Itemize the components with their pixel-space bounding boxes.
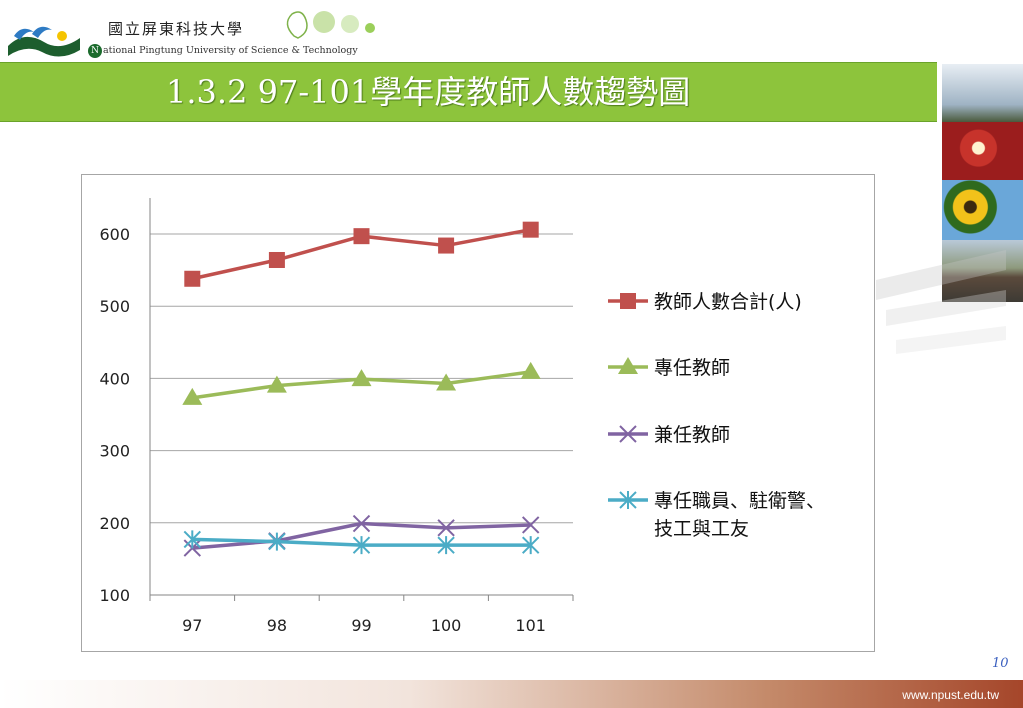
title-bar: 1.3.2 97-101學年度教師人數趨勢圖 — [0, 62, 937, 122]
series-1-point — [438, 237, 455, 254]
series-4-point — [437, 536, 455, 555]
photo-strip — [942, 64, 1023, 302]
series-4-point — [521, 536, 540, 555]
series-3-point — [521, 516, 540, 534]
series-2-point — [436, 373, 457, 391]
legend-label-1: 教師人數合計(人) — [654, 291, 802, 313]
university-name-en-text: ational Pingtung University of Science &… — [103, 45, 358, 56]
y-tick-label: 400 — [99, 369, 130, 388]
chart-frame — [81, 174, 875, 652]
x-tick-label: 98 — [267, 616, 287, 635]
series-1-point — [353, 228, 370, 245]
footer-url: www.npust.edu.tw — [902, 688, 999, 702]
legend-marker-1 — [620, 293, 636, 309]
series-2-point — [520, 361, 541, 379]
legend-marker-3 — [619, 425, 637, 443]
series-2-point — [266, 375, 287, 393]
campus-building-photo — [942, 64, 1023, 122]
np-initial: N — [88, 44, 102, 58]
leaf-decoration — [286, 11, 375, 39]
series-4-point — [352, 536, 371, 555]
slide-title: 1.3.2 97-101學年度教師人數趨勢圖 — [166, 73, 691, 111]
sunflower-photo — [942, 180, 1023, 240]
x-tick-label: 100 — [431, 616, 462, 635]
y-tick-label: 500 — [99, 297, 130, 316]
y-tick-label: 600 — [99, 225, 130, 244]
x-tick-label: 97 — [182, 616, 202, 635]
series-1-point — [184, 270, 201, 287]
legend-label-4: 技工與工友 — [654, 518, 749, 540]
university-logo — [8, 26, 80, 57]
footer-bar — [0, 680, 1023, 708]
group-photo — [942, 240, 1023, 302]
legend-marker-4 — [619, 491, 637, 509]
building-watermark — [876, 250, 1006, 354]
series-4-point — [268, 532, 286, 551]
y-tick-label: 200 — [99, 514, 130, 533]
legend-label-2: 專任教師 — [654, 357, 730, 379]
x-tick-label: 99 — [351, 616, 371, 635]
series-3-point — [352, 514, 371, 533]
page-number: 10 — [992, 656, 1009, 671]
series-2-point — [182, 387, 203, 405]
y-tick-label: 300 — [99, 442, 130, 461]
x-tick-label: 101 — [515, 616, 546, 635]
series-4-point — [183, 530, 202, 549]
legend-label-3: 兼任教師 — [654, 424, 730, 446]
university-name-zh: 國立屏東科技大學 — [108, 20, 245, 38]
series-1-point — [268, 251, 285, 268]
legend-marker-2 — [618, 357, 638, 374]
legend-label-4: 專任職員、駐衛警、 — [654, 490, 825, 512]
series-2-point — [351, 369, 372, 387]
emblem-photo — [942, 122, 1023, 180]
y-tick-label: 100 — [99, 586, 130, 605]
series-1-point — [522, 221, 539, 238]
series-3-point — [437, 519, 455, 537]
